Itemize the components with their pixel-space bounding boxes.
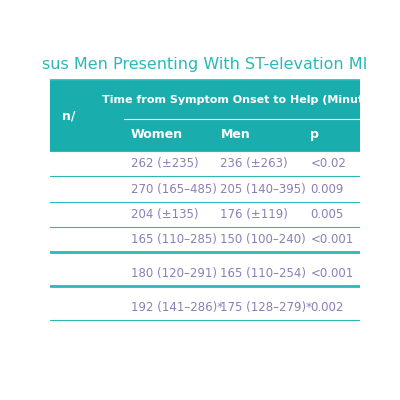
Text: 205 (140–395): 205 (140–395) [220,182,306,196]
Text: 150 (100–240): 150 (100–240) [220,233,306,246]
Text: 0.002: 0.002 [310,301,344,314]
Text: 204 (±135): 204 (±135) [131,208,198,221]
Text: p: p [310,128,319,141]
Text: 262 (±235): 262 (±235) [131,157,198,170]
Text: <0.001: <0.001 [310,267,354,280]
Text: Women: Women [131,128,183,141]
Text: 0.005: 0.005 [310,208,344,221]
Text: Time from Symptom Onset to Help (Minutes): Time from Symptom Onset to Help (Minutes… [102,95,382,105]
Text: sus Men Presenting With ST-elevation MI: sus Men Presenting With ST-elevation MI [42,57,368,72]
Text: 192 (141–286)*: 192 (141–286)* [131,301,223,314]
Text: 165 (110–285): 165 (110–285) [131,233,216,246]
Text: <0.02: <0.02 [310,157,346,170]
Text: 0.009: 0.009 [310,182,344,196]
Text: 236 (±263): 236 (±263) [220,157,288,170]
Text: <0.001: <0.001 [310,233,354,246]
Text: Men: Men [220,128,250,141]
Text: 165 (110–254): 165 (110–254) [220,267,306,280]
Text: 175 (128–279)*: 175 (128–279)* [220,301,312,314]
Text: n/: n/ [62,109,76,122]
Text: 176 (±119): 176 (±119) [220,208,288,221]
Bar [50,80,360,151]
Text: 180 (120–291): 180 (120–291) [131,267,217,280]
Text: 270 (165–485): 270 (165–485) [131,182,216,196]
